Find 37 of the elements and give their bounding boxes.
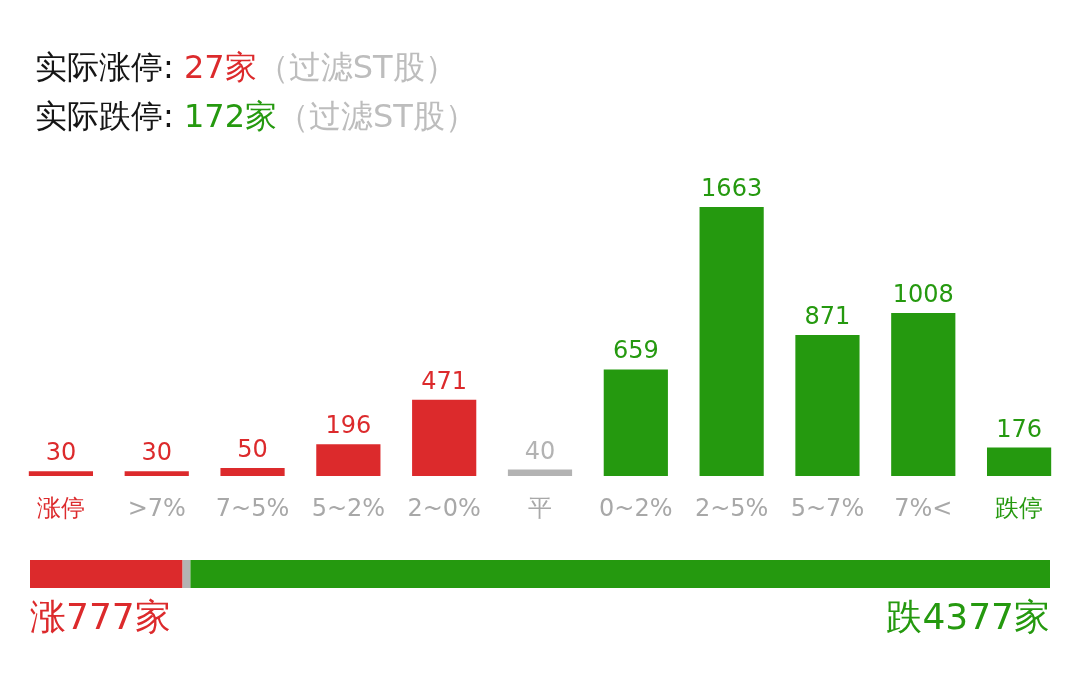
- x-tick-label: 5~7%: [790, 494, 865, 522]
- bar: [412, 399, 477, 476]
- data-label: 1008: [892, 279, 954, 308]
- bar: [124, 471, 189, 476]
- bar: [891, 312, 956, 476]
- bar: [986, 447, 1052, 476]
- x-tick-label: 涨停: [36, 494, 85, 522]
- data-label: 30: [45, 438, 77, 467]
- x-tick-label: 5~2%: [311, 494, 386, 522]
- data-label: 涨777家: [30, 595, 171, 637]
- bar: [699, 207, 764, 476]
- data-label: 871: [804, 302, 851, 331]
- x-tick-label: 2~5%: [694, 494, 769, 522]
- data-label: 659: [612, 336, 659, 365]
- data-label: 30: [141, 438, 172, 467]
- bar: [220, 467, 285, 476]
- data-label: 176: [996, 414, 1042, 443]
- bar: [316, 444, 381, 476]
- bar: [795, 335, 860, 476]
- data-label: 471: [421, 366, 468, 395]
- data-label: 196: [325, 411, 372, 440]
- x-tick-label: 7~5%: [215, 494, 290, 522]
- x-tick-label: 2~0%: [407, 494, 481, 522]
- data-label: 40: [524, 436, 556, 465]
- bar: [603, 369, 668, 476]
- data-label: 跌4377家: [886, 595, 1050, 637]
- x-tick-label: >7%: [127, 494, 186, 522]
- data-label: 50: [237, 434, 268, 463]
- bar: [507, 469, 573, 476]
- chart-subtitle: 实际跌停: 172家（过滤ST股）: [35, 97, 477, 135]
- x-tick-label: 跌停: [995, 494, 1044, 522]
- data-label: 1663: [701, 174, 763, 202]
- x-tick-label: 0~2%: [599, 494, 673, 522]
- bar: [28, 471, 94, 476]
- chart-title: 实际涨停: 27家（过滤ST股）: [35, 48, 457, 86]
- x-tick-label: 平: [528, 494, 552, 522]
- x-tick-label: 7%<: [894, 494, 953, 522]
